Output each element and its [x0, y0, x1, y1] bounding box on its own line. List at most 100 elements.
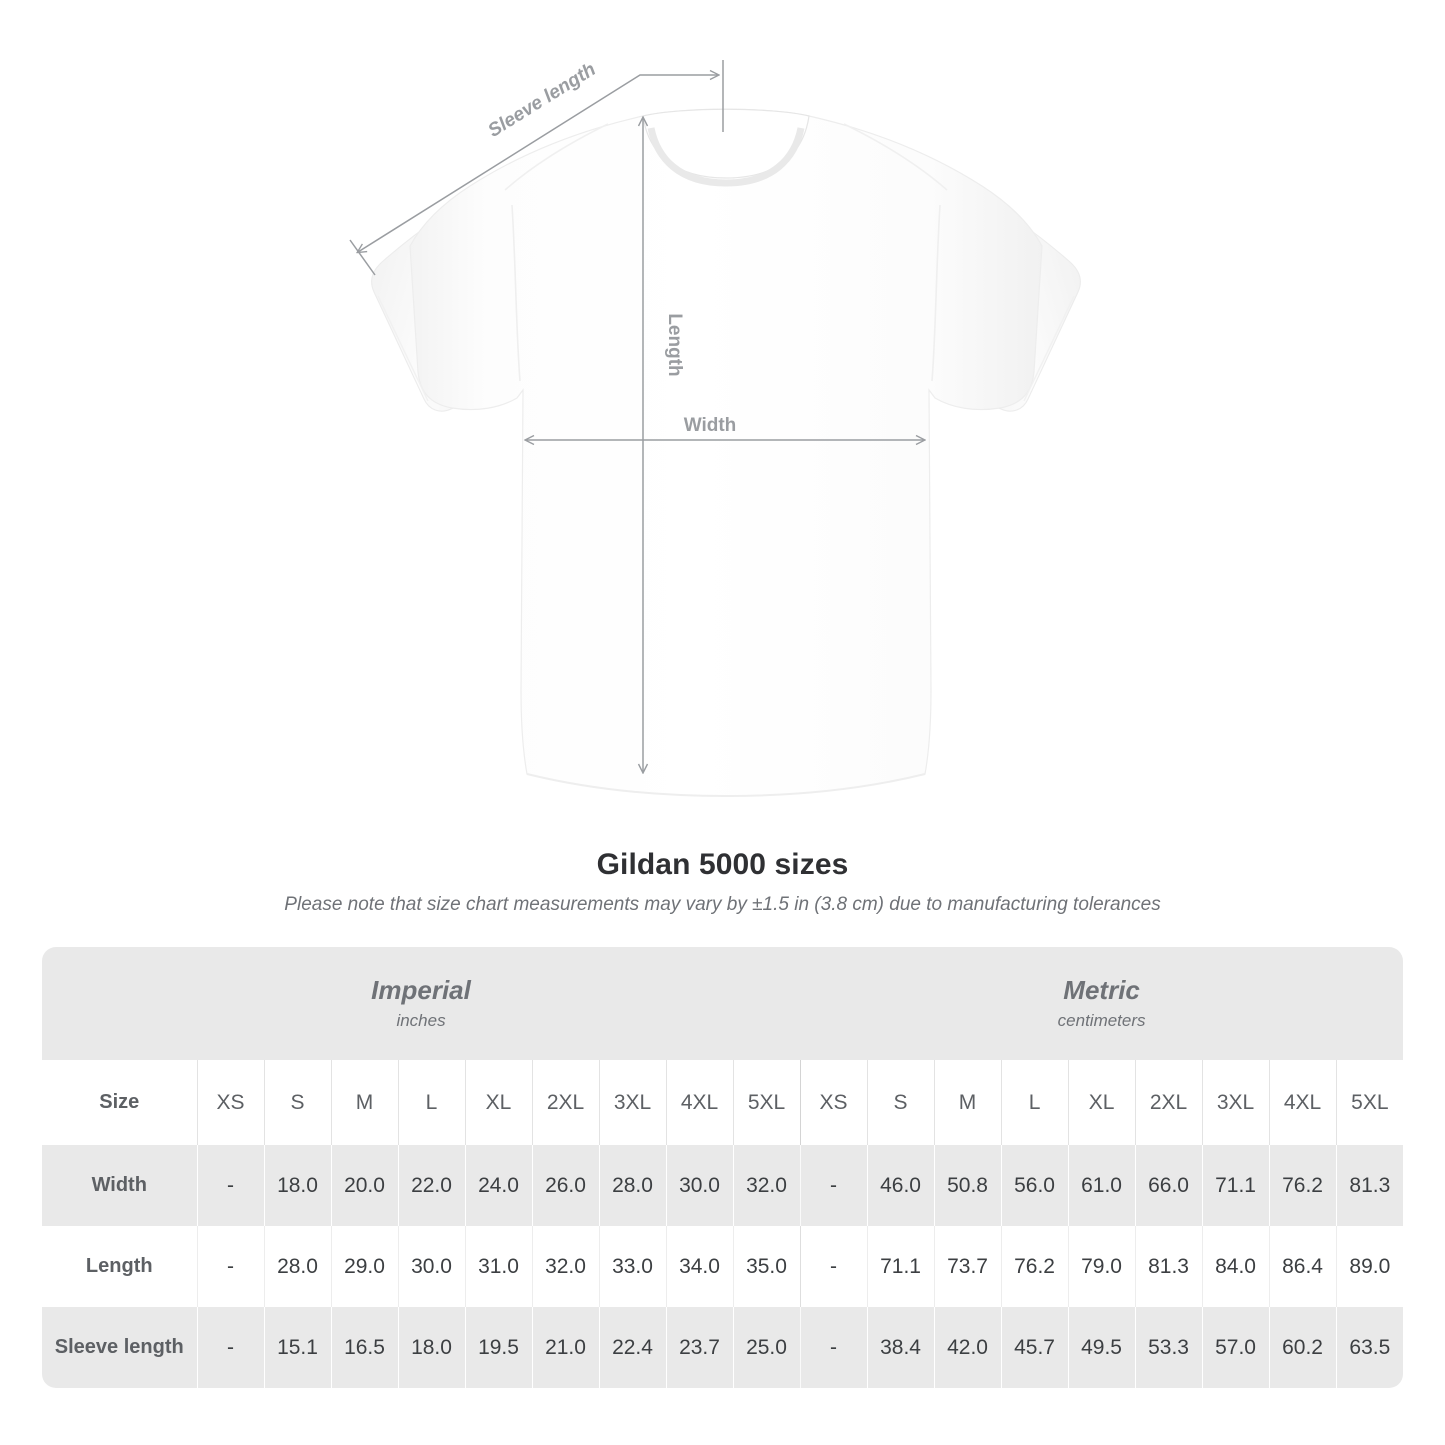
cell: 89.0 — [1336, 1226, 1404, 1307]
size-chart-table: Imperial inches Metric centimeters Size … — [42, 947, 1404, 1388]
cell: - — [800, 1226, 868, 1307]
cell: 18.0 — [398, 1307, 466, 1388]
imperial-unit: inches — [396, 1011, 446, 1031]
header-imperial-3xl: 3XL — [599, 1060, 667, 1145]
size-header-row: Size XS S M L XL 2XL 3XL 4XL 5XL XS S M … — [42, 1060, 1404, 1145]
header-metric-4xl: 4XL — [1269, 1060, 1337, 1145]
cell: 23.7 — [666, 1307, 734, 1388]
header-metric-m: M — [934, 1060, 1002, 1145]
imperial-label: Imperial — [371, 974, 471, 1005]
cell: 71.1 — [867, 1226, 935, 1307]
cell: - — [197, 1226, 265, 1307]
cell: 18.0 — [264, 1145, 332, 1226]
left-sleeve-hem — [377, 295, 429, 402]
cell: 22.4 — [599, 1307, 667, 1388]
cell: 31.0 — [465, 1226, 533, 1307]
cell: - — [800, 1307, 868, 1388]
header-metric-2xl: 2XL — [1135, 1060, 1203, 1145]
sleeve-start-tick — [349, 239, 376, 276]
header-imperial-xl: XL — [465, 1060, 533, 1145]
cell: 63.5 — [1336, 1307, 1404, 1388]
cell: 24.0 — [465, 1145, 533, 1226]
cell: 46.0 — [867, 1145, 935, 1226]
cell: 25.0 — [733, 1307, 801, 1388]
cell: 32.0 — [532, 1226, 600, 1307]
cell: 38.4 — [867, 1307, 935, 1388]
tshirt-diagram: Sleeve length Length Width — [349, 59, 1081, 798]
cell: 61.0 — [1068, 1145, 1136, 1226]
cell: 86.4 — [1269, 1226, 1337, 1307]
cell: 28.0 — [599, 1145, 667, 1226]
cell: 33.0 — [599, 1226, 667, 1307]
cell: 32.0 — [733, 1145, 801, 1226]
cell: 15.1 — [264, 1307, 332, 1388]
cell: 53.3 — [1135, 1307, 1203, 1388]
cell: 21.0 — [532, 1307, 600, 1388]
metric-unit: centimeters — [1057, 1011, 1146, 1031]
metric-unit-cell: Metric centimeters — [800, 947, 1404, 1060]
tolerance-note: Please note that size chart measurements… — [284, 894, 1161, 915]
header-imperial-4xl: 4XL — [666, 1060, 734, 1145]
cell: 56.0 — [1001, 1145, 1069, 1226]
cell: 79.0 — [1068, 1226, 1136, 1307]
header-imperial-l: L — [398, 1060, 466, 1145]
header-imperial-s: S — [264, 1060, 332, 1145]
width-label: Width — [684, 415, 737, 436]
cell: 19.5 — [465, 1307, 533, 1388]
cell: 81.3 — [1336, 1145, 1404, 1226]
right-sleeve-seam — [931, 204, 941, 382]
cell: 45.7 — [1001, 1307, 1069, 1388]
table-row: Length - 28.0 29.0 30.0 31.0 32.0 33.0 3… — [42, 1226, 1404, 1307]
row-label-sleeve-length: Sleeve length — [42, 1307, 198, 1388]
cell: 76.2 — [1001, 1226, 1069, 1307]
cell: 76.2 — [1269, 1145, 1337, 1226]
size-chart-table-container: Imperial inches Metric centimeters Size … — [42, 947, 1404, 1388]
row-label-length: Length — [42, 1226, 198, 1307]
cell: 22.0 — [398, 1145, 466, 1226]
sleeve-length-arrow — [358, 75, 718, 252]
cell: 81.3 — [1135, 1226, 1203, 1307]
header-metric-5xl: 5XL — [1336, 1060, 1404, 1145]
header-imperial-5xl: 5XL — [733, 1060, 801, 1145]
cell: 49.5 — [1068, 1307, 1136, 1388]
header-metric-s: S — [867, 1060, 935, 1145]
cell: 73.7 — [934, 1226, 1002, 1307]
cell: 57.0 — [1202, 1307, 1270, 1388]
cell: 28.0 — [264, 1226, 332, 1307]
cell: 30.0 — [398, 1226, 466, 1307]
tshirt-illustration: Sleeve length Length Width — [349, 59, 1081, 798]
cell: - — [197, 1145, 265, 1226]
cell: 34.0 — [666, 1226, 734, 1307]
measurement-lines — [349, 60, 924, 772]
shirt-body — [409, 108, 1043, 797]
cell: 50.8 — [934, 1145, 1002, 1226]
cell: 26.0 — [532, 1145, 600, 1226]
cell: 84.0 — [1202, 1226, 1270, 1307]
cell: - — [197, 1307, 265, 1388]
header-imperial-m: M — [331, 1060, 399, 1145]
cell: 60.2 — [1269, 1307, 1337, 1388]
length-label: Length — [664, 313, 685, 376]
shirt-shape — [371, 108, 1081, 798]
cell: 16.5 — [331, 1307, 399, 1388]
sleeve-length-label: Sleeve length — [485, 59, 600, 142]
cell: 20.0 — [331, 1145, 399, 1226]
right-sleeve-hem — [1023, 295, 1075, 402]
header-imperial-2xl: 2XL — [532, 1060, 600, 1145]
header-size-label: Size — [42, 1060, 198, 1145]
right-shoulder-seam — [843, 123, 948, 191]
page-title: Gildan 5000 sizes — [596, 848, 849, 881]
cell: 71.1 — [1202, 1145, 1270, 1226]
unit-banner-row: Imperial inches Metric centimeters — [42, 947, 1404, 1060]
cell: 35.0 — [733, 1226, 801, 1307]
row-label-width: Width — [42, 1145, 198, 1226]
table-row: Sleeve length - 15.1 16.5 18.0 19.5 21.0… — [42, 1307, 1404, 1388]
header-metric-xs: XS — [800, 1060, 868, 1145]
metric-label: Metric — [1063, 974, 1140, 1005]
cell: - — [800, 1145, 868, 1226]
cell: 66.0 — [1135, 1145, 1203, 1226]
imperial-unit-cell: Imperial inches — [42, 947, 801, 1060]
header-imperial-xs: XS — [197, 1060, 265, 1145]
cell: 42.0 — [934, 1307, 1002, 1388]
header-metric-l: L — [1001, 1060, 1069, 1145]
